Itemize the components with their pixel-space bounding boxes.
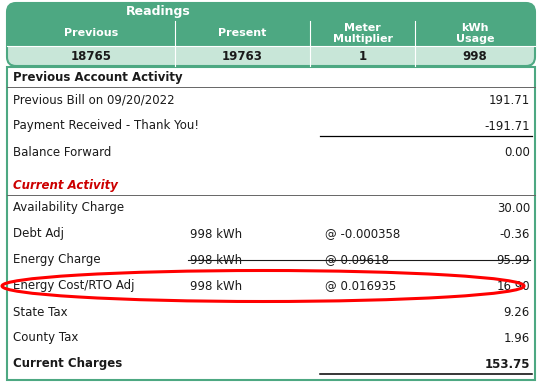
Text: Current Charges: Current Charges [13, 357, 122, 370]
Text: 998 kWh: 998 kWh [190, 254, 242, 267]
Text: Readings: Readings [126, 5, 191, 18]
Text: County Tax: County Tax [13, 332, 79, 344]
Text: Balance Forward: Balance Forward [13, 146, 111, 159]
Text: kWh
Usage: kWh Usage [456, 23, 494, 44]
Text: -0.36: -0.36 [500, 228, 530, 241]
Text: -191.71: -191.71 [485, 119, 530, 133]
Text: Previous Account Activity: Previous Account Activity [13, 72, 183, 85]
Text: 16.90: 16.90 [496, 280, 530, 293]
Text: Energy Cost/RTO Adj: Energy Cost/RTO Adj [13, 280, 134, 293]
Text: 153.75: 153.75 [485, 357, 530, 370]
Text: Debt Adj: Debt Adj [13, 228, 64, 241]
Text: Payment Received - Thank You!: Payment Received - Thank You! [13, 119, 199, 133]
Text: 998 kWh: 998 kWh [190, 280, 242, 293]
Text: State Tax: State Tax [13, 306, 68, 319]
Text: @ -0.000358: @ -0.000358 [325, 228, 400, 241]
FancyBboxPatch shape [7, 46, 535, 66]
Text: @ 0.016935: @ 0.016935 [325, 280, 396, 293]
Text: Meter
Multiplier: Meter Multiplier [332, 23, 392, 44]
Text: 1: 1 [358, 49, 366, 62]
Bar [7, 24, 535, 46]
Text: 1.96: 1.96 [504, 332, 530, 344]
Text: 30.00: 30.00 [497, 201, 530, 214]
Text: Present: Present [218, 28, 267, 39]
Text: Availability Charge: Availability Charge [13, 201, 124, 214]
FancyBboxPatch shape [7, 3, 535, 46]
Text: 95.99: 95.99 [496, 254, 530, 267]
Text: 18765: 18765 [70, 49, 112, 62]
Text: Current Activity: Current Activity [13, 180, 118, 193]
Text: Previous: Previous [64, 28, 118, 39]
Text: 191.71: 191.71 [489, 93, 530, 106]
Bar [7, 46, 535, 57]
Text: 998: 998 [463, 49, 487, 62]
Text: 9.26: 9.26 [504, 306, 530, 319]
Text: 998 kWh: 998 kWh [190, 228, 242, 241]
Text: @ 0.09618: @ 0.09618 [325, 254, 389, 267]
Bar [7, 67, 535, 380]
Text: 19763: 19763 [222, 49, 263, 62]
Text: 0.00: 0.00 [504, 146, 530, 159]
Text: Energy Charge: Energy Charge [13, 254, 101, 267]
Text: Previous Bill on 09/20/2022: Previous Bill on 09/20/2022 [13, 93, 175, 106]
